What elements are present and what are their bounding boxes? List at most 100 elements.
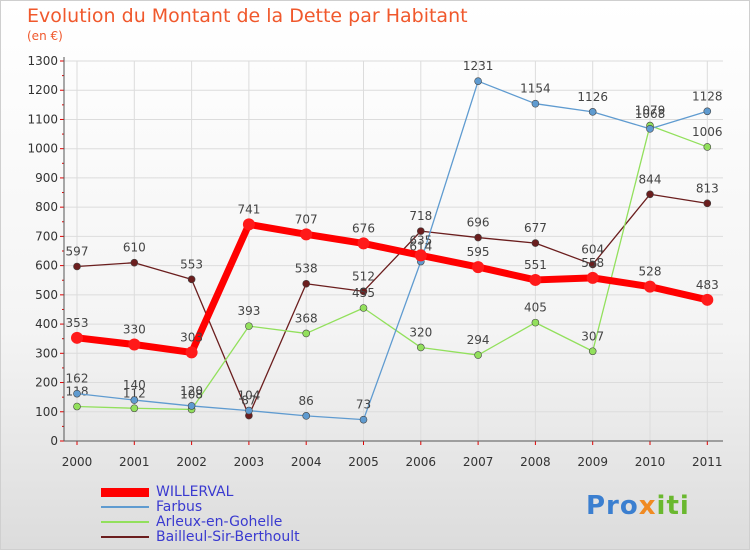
data-point bbox=[646, 125, 654, 133]
series-line-2 bbox=[76, 80, 708, 421]
data-label: 483 bbox=[696, 278, 719, 292]
data-point bbox=[531, 99, 540, 108]
proxiti-logo: Proxiti bbox=[586, 491, 690, 521]
data-label: 597 bbox=[66, 244, 89, 258]
legend-swatch bbox=[101, 521, 149, 523]
data-label: 294 bbox=[467, 333, 490, 347]
data-label: 368 bbox=[295, 311, 318, 325]
data-point bbox=[73, 262, 81, 271]
data-label: 707 bbox=[295, 212, 318, 226]
y-tick-label: 500 bbox=[35, 288, 58, 302]
data-point bbox=[187, 275, 196, 284]
data-point bbox=[302, 412, 311, 420]
data-point bbox=[472, 261, 485, 274]
data-point bbox=[73, 402, 81, 411]
data-point bbox=[701, 293, 714, 306]
data-point bbox=[130, 396, 139, 404]
data-label: 553 bbox=[180, 257, 203, 271]
legend-label: Arleux-en-Gohelle bbox=[156, 514, 283, 530]
legend-label: WILLERVAL bbox=[156, 484, 234, 500]
data-label: 604 bbox=[581, 242, 604, 256]
y-tick-label: 1300 bbox=[27, 54, 58, 68]
x-tick-label: 2005 bbox=[348, 455, 379, 469]
data-point bbox=[359, 415, 368, 424]
x-tick-label: 2004 bbox=[291, 455, 322, 469]
data-point bbox=[531, 239, 540, 247]
data-point bbox=[586, 271, 599, 284]
data-point bbox=[302, 279, 311, 288]
x-tick-label: 2006 bbox=[406, 455, 437, 469]
y-tick-label: 600 bbox=[35, 259, 58, 273]
data-point bbox=[302, 329, 311, 338]
data-label: 393 bbox=[237, 304, 260, 318]
y-tick-label: 1100 bbox=[27, 112, 58, 126]
y-tick-label: 900 bbox=[35, 171, 58, 185]
data-label: 108 bbox=[180, 387, 203, 401]
data-point bbox=[416, 227, 425, 235]
data-point bbox=[416, 343, 425, 352]
data-point bbox=[73, 389, 81, 398]
data-label: 512 bbox=[352, 269, 375, 283]
data-label: 528 bbox=[639, 265, 662, 279]
legend-swatch bbox=[101, 536, 149, 538]
y-tick-label: 200 bbox=[35, 376, 58, 390]
data-label: 86 bbox=[299, 394, 314, 408]
series-line-1 bbox=[76, 124, 708, 411]
data-label: 455 bbox=[352, 286, 375, 300]
data-label: 538 bbox=[295, 262, 318, 276]
data-label: 104 bbox=[237, 389, 260, 403]
data-label: 330 bbox=[123, 323, 146, 337]
data-point bbox=[531, 318, 540, 327]
data-label: 1154 bbox=[520, 82, 551, 96]
logo-part-1: Pro bbox=[586, 491, 639, 521]
data-point bbox=[588, 347, 597, 356]
data-point bbox=[474, 233, 482, 242]
data-point bbox=[245, 406, 253, 415]
data-point bbox=[130, 404, 139, 413]
data-label: 741 bbox=[237, 202, 260, 216]
data-label: 1006 bbox=[692, 125, 723, 139]
x-tick-label: 2003 bbox=[234, 455, 265, 469]
data-label: 1231 bbox=[463, 59, 494, 73]
data-label: 140 bbox=[123, 378, 146, 392]
data-point bbox=[588, 108, 597, 116]
data-point bbox=[185, 346, 198, 359]
data-point bbox=[357, 237, 370, 250]
data-point bbox=[703, 199, 712, 208]
legend-label: Bailleul-Sir-Berthoult bbox=[156, 529, 300, 545]
data-point bbox=[128, 338, 141, 351]
y-tick-label: 0 bbox=[50, 434, 58, 448]
data-point bbox=[130, 258, 139, 267]
data-label: 677 bbox=[524, 221, 547, 235]
data-label: 558 bbox=[581, 256, 604, 270]
y-tick-label: 400 bbox=[35, 317, 58, 331]
data-point bbox=[474, 351, 482, 359]
data-point bbox=[71, 331, 83, 344]
data-label: 307 bbox=[581, 329, 604, 343]
data-label: 614 bbox=[409, 240, 432, 254]
logo-part-2: x bbox=[638, 491, 657, 521]
data-label: 696 bbox=[467, 216, 490, 230]
data-point bbox=[300, 228, 313, 241]
chart-subtitle: (en €) bbox=[27, 29, 63, 43]
data-point bbox=[474, 77, 482, 85]
data-label: 1079 bbox=[635, 104, 666, 118]
data-label: 87 bbox=[241, 394, 256, 408]
data-label: 320 bbox=[409, 325, 432, 339]
data-label: 73 bbox=[356, 398, 371, 412]
data-label: 635 bbox=[409, 233, 432, 247]
data-point bbox=[529, 273, 542, 286]
data-label: 1128 bbox=[692, 89, 723, 103]
x-tick-label: 2009 bbox=[577, 455, 608, 469]
data-label: 303 bbox=[180, 330, 203, 344]
data-label: 353 bbox=[66, 316, 89, 330]
data-label: 844 bbox=[639, 172, 662, 186]
data-label: 1126 bbox=[577, 90, 608, 104]
y-tick-label: 100 bbox=[35, 405, 58, 419]
data-label: 813 bbox=[696, 181, 719, 195]
y-tick-label: 300 bbox=[35, 346, 58, 360]
data-label: 610 bbox=[123, 241, 146, 255]
x-tick-label: 2002 bbox=[176, 455, 207, 469]
data-point bbox=[245, 322, 253, 330]
